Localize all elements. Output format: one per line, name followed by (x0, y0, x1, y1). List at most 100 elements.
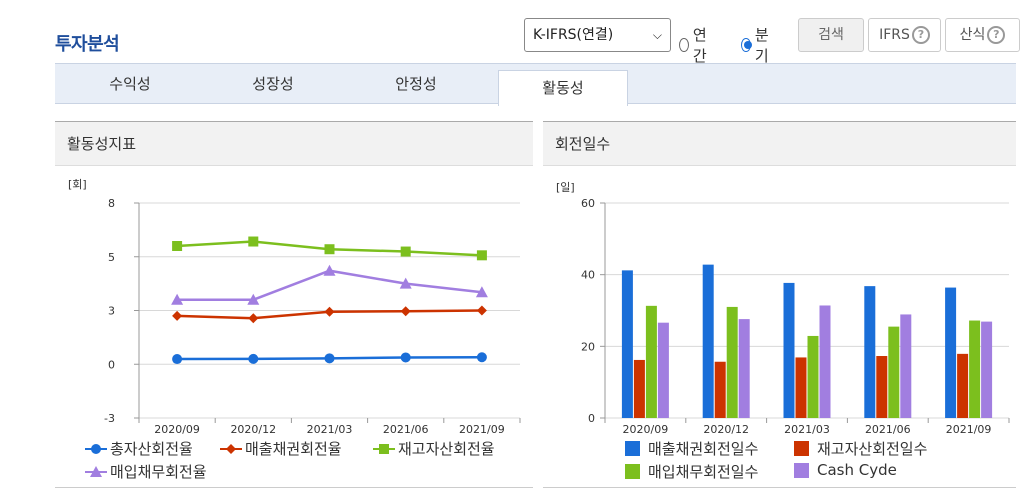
x-tick-label: 2021/03 (784, 423, 830, 436)
radio-quarterly[interactable]: 분기 (741, 24, 773, 66)
legend-item: 재고자산회전율 (373, 438, 495, 459)
help-icon: ? (987, 26, 1006, 44)
legend-label: 총자산회전율 (110, 440, 193, 458)
line-chart: [회] 8 5 3 0 -3 2020/09 2020/12 2021/03 2021/06 2… (68, 178, 521, 436)
ifrs-label: IFRS (879, 27, 910, 43)
data-point (476, 352, 487, 363)
legend-item: 재고자산회전일수 (794, 438, 927, 459)
legend-item: 매출채권회전일수 (625, 438, 758, 459)
x-tick-label: 2020/09 (623, 423, 669, 436)
y-tick-label: 0 (588, 412, 595, 425)
data-point (248, 236, 259, 247)
y-tick-label: 8 (108, 197, 115, 210)
data-point (400, 306, 411, 317)
data-point (248, 353, 259, 364)
radio-annual-label: 연간 (692, 26, 707, 65)
bar (900, 314, 912, 418)
x-tick-label: 2021/09 (946, 423, 992, 436)
x-tick-label: 2020/12 (230, 423, 276, 436)
bar (807, 335, 819, 418)
page-title: 투자분석 (55, 34, 120, 55)
data-point (475, 286, 488, 298)
analysis-tabs: 수익성 성장성 안정성 활동성 (55, 63, 1016, 106)
diamond-marker-icon (220, 443, 242, 454)
data-point (172, 354, 183, 365)
bar (969, 320, 981, 418)
legend-label: 재고자산회전일수 (817, 440, 928, 458)
data-point (172, 310, 183, 321)
bar (645, 305, 657, 418)
accounting-standard-select[interactable]: K-IFRS(연결) ⌵ (524, 18, 671, 52)
bar (783, 282, 795, 418)
bar (888, 326, 900, 418)
legend-item: 매입채무회전일수 (625, 461, 758, 482)
select-value: K-IFRS(연결) (533, 27, 614, 43)
radio-quarterly-label: 분기 (754, 26, 769, 65)
legend-label: 매출채권회전율 (245, 440, 342, 458)
bar (795, 357, 807, 418)
bar-chart-legend: 매출채권회전일수 재고자산회전일수 매입채무회전일수 Cash Cyde (543, 438, 1016, 484)
data-point (324, 306, 335, 317)
y-unit-label: [일] (556, 180, 575, 194)
bar (714, 361, 726, 418)
tab-growth[interactable]: 성장성 (252, 75, 294, 93)
x-tick-label: 2020/12 (703, 423, 749, 436)
y-tick-label: 5 (108, 251, 115, 264)
chevron-down-icon: ⌵ (652, 28, 662, 42)
bar (726, 306, 738, 418)
search-button[interactable]: 검색 (798, 18, 864, 52)
legend-swatch (625, 464, 640, 479)
bar (957, 353, 969, 418)
square-marker-icon (373, 443, 395, 454)
legend-item: 매출채권회전율 (220, 438, 342, 459)
legend-swatch (794, 441, 809, 456)
data-point (172, 241, 183, 251)
line-chart-legend: 총자산회전율 매출채권회전율 재고자산회전율 매입채무회전율 (55, 438, 533, 484)
x-tick-label: 2021/03 (307, 423, 353, 436)
legend-item: 총자산회전율 (85, 438, 193, 459)
radio-quarterly-circle (741, 38, 752, 52)
help-icon: ? (911, 26, 930, 44)
data-point (323, 264, 336, 276)
x-tick-label: 2020/09 (154, 423, 200, 436)
x-tick-label: 2021/09 (459, 423, 505, 436)
bar (657, 322, 669, 418)
legend-label: 매출채권회전일수 (648, 440, 759, 458)
bar (738, 319, 750, 418)
legend-item: 매입채무회전율 (85, 461, 207, 482)
y-tick-label: 20 (581, 340, 595, 353)
radio-annual[interactable]: 연간 (679, 24, 711, 66)
bar (981, 321, 993, 418)
bar-chart: [일] 60 40 20 0 2020/09 2020/12 2021/03 2021/06… (556, 180, 1010, 436)
turnover-days-panel: 회전일수 [일] 60 40 20 0 2020/09 2020/12 2021/03 20… (543, 121, 1016, 494)
tab-activity[interactable]: 활동성 (498, 70, 628, 106)
x-tick-label: 2021/06 (383, 423, 429, 436)
legend-label: Cash Cyde (817, 461, 897, 479)
ifrs-help-button[interactable]: IFRS? (868, 18, 941, 52)
y-tick-label: 3 (108, 305, 115, 318)
x-tick-label: 2021/06 (865, 423, 911, 436)
data-point (476, 250, 487, 261)
circle-marker-icon (85, 443, 107, 454)
bar (702, 264, 714, 418)
bar (876, 356, 888, 418)
y-tick-label: 60 (581, 197, 595, 210)
data-point (247, 293, 260, 305)
y-tick-label: 40 (581, 269, 595, 282)
bar (621, 270, 633, 418)
panel-divider (543, 487, 1016, 488)
y-unit-label: [회] (68, 178, 87, 191)
y-tick-label: -3 (104, 412, 115, 425)
radio-annual-circle (679, 38, 689, 52)
data-point (400, 352, 411, 363)
panel-title: 활동성지표 (55, 122, 533, 166)
data-point (248, 313, 259, 324)
legend-swatch (794, 462, 809, 478)
y-tick-label: 0 (108, 358, 115, 371)
activity-indicator-panel: 활동성지표 [회] 8 5 3 0 -3 2020/09 2020/12 2021/03 20… (55, 121, 533, 494)
formula-help-button[interactable]: 산식? (945, 18, 1020, 52)
tab-stability[interactable]: 안정성 (395, 75, 437, 93)
tab-profitability[interactable]: 수익성 (109, 75, 151, 93)
bar (945, 287, 957, 418)
triangle-marker-icon (85, 465, 107, 477)
